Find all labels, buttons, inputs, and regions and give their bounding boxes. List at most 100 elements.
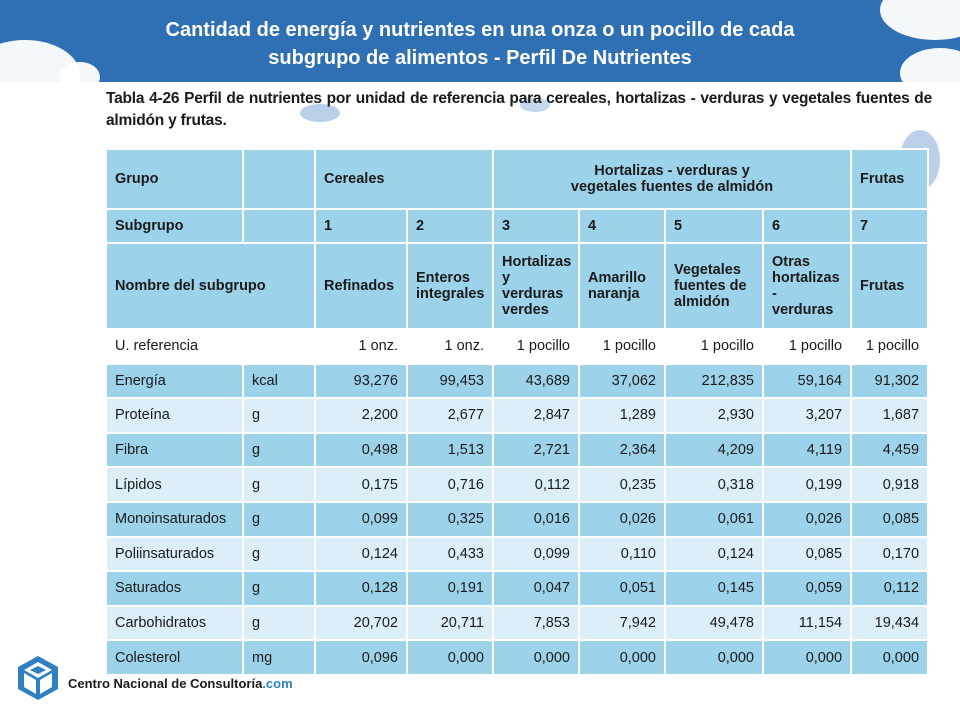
value-cell: 4,119	[761, 431, 853, 469]
row-unit: g	[242, 535, 316, 573]
value-cell: 7,853	[492, 604, 580, 642]
value-cell: 0,112	[492, 466, 580, 503]
subgroup-name-line: hortalizas	[772, 270, 840, 286]
row-label: Colesterol	[105, 639, 244, 676]
header-hortalizas-line2: vegetales fuentes de almidón	[570, 179, 774, 195]
subgroup-number-cell: 2	[406, 208, 494, 244]
subgroup-name-cell: Refinados	[314, 242, 408, 330]
table-row: Proteína g 2,200 2,677 2,847 1,289 2,930 3,207 1…	[105, 397, 930, 434]
table-row: Carbohidratos g 20,702 20,711 7,853 7,942 49,4…	[105, 604, 930, 642]
value-cell: 49,478	[664, 604, 764, 642]
value-cell: 0,918	[850, 466, 930, 503]
subgroup-name-cell: Enteros integrales	[406, 242, 494, 330]
table-row: U. referencia 1 onz. 1 onz. 1 pocillo 1 poci…	[105, 328, 930, 365]
value-cell: 0,000	[492, 639, 580, 676]
subgroup-name-line: almidón	[674, 294, 730, 310]
value-cell: 1 onz.	[406, 328, 494, 365]
subgroup-name-line: y verduras	[502, 270, 564, 302]
value-cell: 1,289	[578, 397, 666, 434]
nutrient-table: Grupo Cereales Hortalizas - verduras y v…	[105, 148, 930, 676]
row-label: Lípidos	[105, 466, 244, 503]
table-row: Monoinsaturados g 0,099 0,325 0,016 0,026 0,06…	[105, 500, 930, 538]
value-cell: 0,128	[314, 570, 408, 607]
table-row: Fibra g 0,498 1,513 2,721 2,364 4,209 4,119 4,45…	[105, 431, 930, 469]
value-cell: 0,099	[492, 535, 580, 573]
subgroup-number-cell: 7	[850, 208, 930, 244]
subgroup-name-cell: Hortalizas y verduras verdes	[492, 242, 580, 330]
logo-text: Centro Nacional de Consultoría.com	[68, 676, 293, 691]
value-cell: 0,000	[406, 639, 494, 676]
value-cell: 20,702	[314, 604, 408, 642]
value-cell: 0,318	[664, 466, 764, 503]
value-cell: 0,026	[761, 500, 853, 538]
value-cell: 0,716	[406, 466, 494, 503]
value-cell: 43,689	[492, 362, 580, 400]
table-row: Poliinsaturados g 0,124 0,433 0,099 0,110 0,12…	[105, 535, 930, 573]
value-cell: 2,364	[578, 431, 666, 469]
subgroup-name-line: Hortalizas	[502, 254, 572, 270]
row-unit: g	[242, 397, 316, 434]
value-cell: 4,459	[850, 431, 930, 469]
row-unit: g	[242, 500, 316, 538]
header-row-grupo: Grupo Cereales Hortalizas - verduras y v…	[105, 148, 930, 210]
header-subgrupo-blank	[242, 208, 316, 244]
header-grupo-blank	[242, 148, 316, 210]
table-row: Colesterol mg 0,096 0,000 0,000 0,000 0,000 0,0…	[105, 639, 930, 676]
subgroup-name-cell: Amarillo naranja	[578, 242, 666, 330]
header-frutas: Frutas	[850, 148, 930, 210]
value-cell: 1,687	[850, 397, 930, 434]
row-label: Poliinsaturados	[105, 535, 244, 573]
value-cell: 11,154	[761, 604, 853, 642]
subgroup-name-line: Refinados	[324, 278, 395, 294]
value-cell: 0,096	[314, 639, 408, 676]
title-banner	[0, 0, 960, 82]
subgroup-name-line: fuentes de	[674, 278, 747, 294]
cnc-logo-icon	[18, 656, 58, 700]
value-cell: 0,000	[850, 639, 930, 676]
value-cell: 0,110	[578, 535, 666, 573]
value-cell: 7,942	[578, 604, 666, 642]
header-cereales: Cereales	[314, 148, 494, 210]
subgroup-name-line: - verduras	[772, 286, 834, 318]
value-cell: 0,145	[664, 570, 764, 607]
value-cell: 1 pocillo	[761, 328, 853, 365]
row-label: Energía	[105, 362, 244, 400]
subgroup-name-line: verdes	[502, 302, 549, 318]
value-cell: 0,325	[406, 500, 494, 538]
value-cell: 0,112	[850, 570, 930, 607]
subgroup-name-line: Enteros	[416, 270, 470, 286]
row-label: Proteína	[105, 397, 244, 434]
header-grupo: Grupo	[105, 148, 244, 210]
value-cell: 1,513	[406, 431, 494, 469]
subgroup-name-line: Frutas	[860, 278, 905, 294]
value-cell: 0,000	[761, 639, 853, 676]
subgroup-name-line: Amarillo	[588, 270, 647, 286]
value-cell: 1 pocillo	[850, 328, 930, 365]
value-cell: 0,099	[314, 500, 408, 538]
row-unit: g	[242, 466, 316, 503]
value-cell: 0,175	[314, 466, 408, 503]
slide-title: Cantidad de energía y nutrientes en una …	[80, 16, 880, 72]
slide-title-line1: Cantidad de energía y nutrientes en una …	[165, 19, 795, 41]
value-cell: 19,434	[850, 604, 930, 642]
header-nombre-subgrupo: Nombre del subgrupo	[105, 242, 316, 330]
value-cell: 0,000	[664, 639, 764, 676]
value-cell: 1 onz.	[314, 328, 408, 365]
subgroup-number-cell: 1	[314, 208, 408, 244]
subgroup-name-cell: Otras hortalizas - verduras	[761, 242, 853, 330]
value-cell: 0,124	[314, 535, 408, 573]
row-unit: g	[242, 570, 316, 607]
value-cell: 0,235	[578, 466, 666, 503]
subgroup-name-line: integrales	[416, 286, 485, 302]
value-cell: 0,000	[578, 639, 666, 676]
subgroup-number-cell: 5	[664, 208, 764, 244]
subgroup-number-cell: 4	[578, 208, 666, 244]
row-unit: g	[242, 431, 316, 469]
header-subgrupo: Subgrupo	[105, 208, 244, 244]
value-cell: 0,085	[850, 500, 930, 538]
row-label: Carbohidratos	[105, 604, 244, 642]
value-cell: 2,721	[492, 431, 580, 469]
logo-name: Centro Nacional de Consultoría	[68, 676, 263, 691]
subgroup-name-cell: Vegetales fuentes de almidón	[664, 242, 764, 330]
value-cell: 2,847	[492, 397, 580, 434]
